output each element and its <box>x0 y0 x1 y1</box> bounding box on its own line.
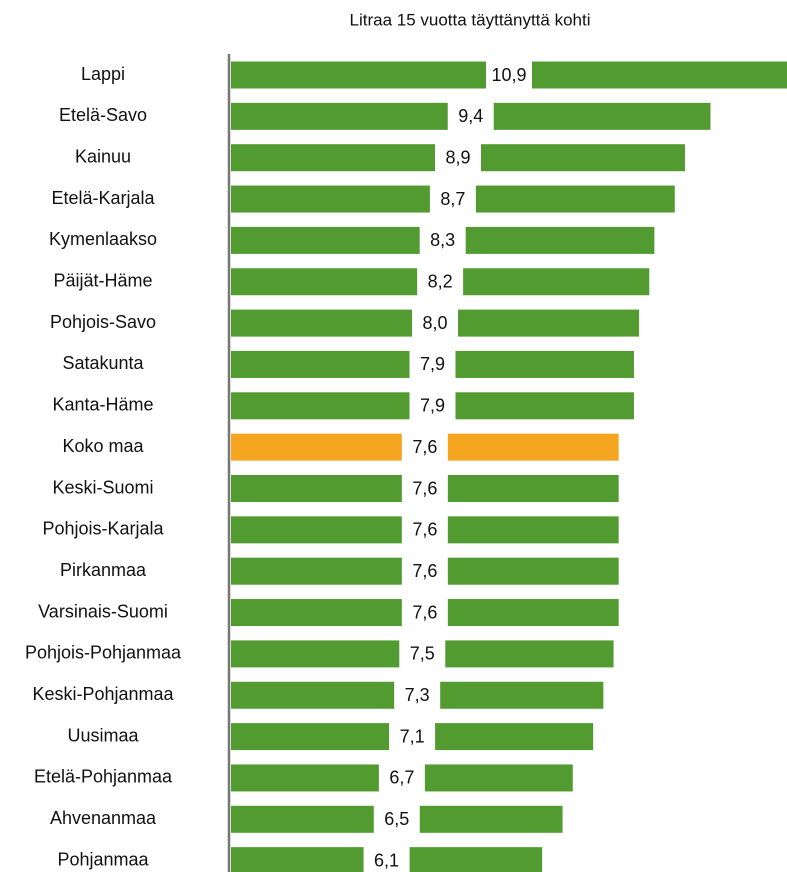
value-label: 8,2 <box>428 272 453 292</box>
category-label: Pohjanmaa <box>57 849 149 869</box>
category-label: Etelä-Pohjanmaa <box>34 767 173 787</box>
value-label: 8,0 <box>423 313 448 333</box>
value-label: 7,9 <box>420 396 445 416</box>
label-background <box>434 143 481 173</box>
category-label: Kanta-Häme <box>52 395 153 415</box>
category-label: Pirkanmaa <box>60 560 147 580</box>
label-background <box>401 598 448 628</box>
category-label: Kainuu <box>75 146 131 166</box>
category-label: Varsinais-Suomi <box>38 601 168 621</box>
category-label: Ahvenanmaa <box>50 808 157 828</box>
label-background <box>486 60 532 90</box>
label-background <box>401 556 448 586</box>
category-label: Päijät-Häme <box>53 271 152 291</box>
label-background <box>378 763 425 793</box>
label-background <box>409 391 456 421</box>
label-background <box>429 184 476 214</box>
category-label: Pohjois-Pohjanmaa <box>25 643 182 663</box>
value-label: 6,7 <box>389 768 414 788</box>
value-label: 10,9 <box>491 65 526 85</box>
label-background <box>399 639 446 669</box>
category-label: Keski-Pohjanmaa <box>32 684 174 704</box>
category-label: Kymenlaakso <box>49 229 157 249</box>
category-label: Satakunta <box>62 353 144 373</box>
value-label: 7,3 <box>405 685 430 705</box>
value-label: 8,3 <box>430 230 455 250</box>
value-label: 6,1 <box>374 850 399 870</box>
value-label: 8,7 <box>440 189 465 209</box>
chart-title: Litraa 15 vuotta täyttänyttä kohti <box>350 10 591 29</box>
label-background <box>412 308 459 338</box>
value-label: 8,9 <box>445 147 470 167</box>
label-background <box>419 225 466 255</box>
category-label: Etelä-Savo <box>59 105 147 125</box>
value-label: 7,6 <box>412 602 437 622</box>
label-background <box>373 804 420 834</box>
label-background <box>394 680 441 710</box>
label-background <box>401 515 448 545</box>
category-label: Pohjois-Savo <box>50 312 156 332</box>
label-background <box>409 349 456 379</box>
category-label: Koko maa <box>62 436 144 456</box>
label-background <box>417 267 464 297</box>
category-label: Uusimaa <box>67 725 139 745</box>
value-label: 9,4 <box>458 106 483 126</box>
value-label: 7,6 <box>412 520 437 540</box>
label-background <box>401 432 448 462</box>
value-label: 6,5 <box>384 809 409 829</box>
category-label: Lappi <box>81 64 125 84</box>
category-label: Etelä-Karjala <box>51 188 155 208</box>
category-label: Pohjois-Karjala <box>42 519 164 539</box>
value-label: 7,5 <box>410 644 435 664</box>
label-background <box>447 101 494 131</box>
label-background <box>363 846 410 872</box>
value-label: 7,1 <box>400 726 425 746</box>
label-background <box>401 474 448 503</box>
category-label: Keski-Suomi <box>52 477 153 497</box>
value-label: 7,6 <box>412 478 437 498</box>
label-background <box>389 722 436 752</box>
value-label: 7,9 <box>420 354 445 374</box>
value-label: 7,6 <box>412 437 437 457</box>
value-label: 7,6 <box>412 561 437 581</box>
